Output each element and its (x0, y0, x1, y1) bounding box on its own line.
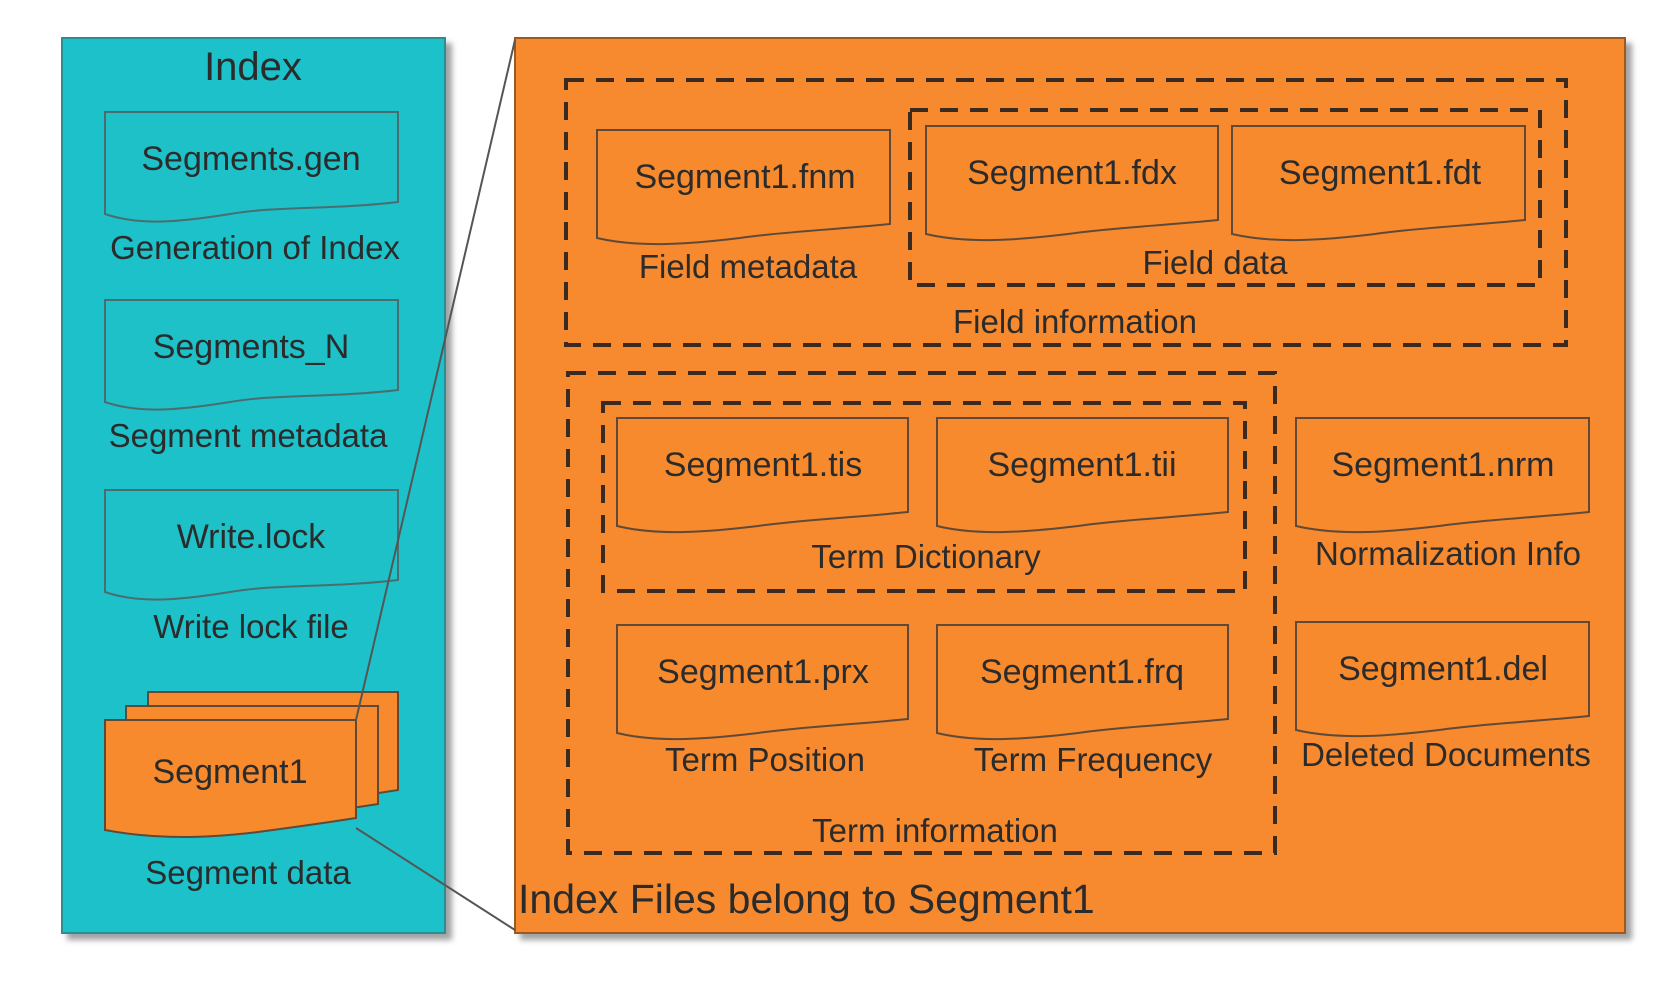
segment1-stack: Segment1 (104, 691, 399, 838)
term-information-label: Term information (812, 812, 1058, 849)
segment1-del-label: Segment1.del (1338, 650, 1548, 688)
segment1-frq-caption: Term Frequency (974, 741, 1213, 778)
segment-files-panel: Field information Field data Segment1.fn… (514, 37, 1626, 934)
segment1-prx-file: Segment1.prx (616, 624, 909, 741)
field-data-group (908, 108, 1542, 287)
segment1-frq-label: Segment1.frq (980, 653, 1184, 691)
segment1-fnm-label: Segment1.fnm (634, 158, 855, 196)
segment1-caption: Segment data (145, 854, 351, 891)
segment1-prx-caption: Term Position (665, 741, 865, 778)
segment1-tii-label: Segment1.tii (988, 446, 1177, 484)
segment1-fdx-label: Segment1.fdx (967, 154, 1177, 192)
segment1-tis-file: Segment1.tis (616, 417, 909, 534)
segment1-fdt-label: Segment1.fdt (1279, 154, 1482, 192)
write-lock-label: Write.lock (177, 518, 327, 556)
segment1-tis-label: Segment1.tis (664, 446, 862, 484)
index-title: Index (204, 45, 302, 89)
zoom-connector (355, 39, 516, 931)
segment1-nrm-file: Segment1.nrm (1295, 417, 1590, 534)
segment1-del-caption: Deleted Documents (1301, 736, 1591, 773)
segment1-frq-file: Segment1.frq (936, 624, 1229, 741)
index-panel: Index Segments.gen Generation of Index S… (61, 37, 446, 934)
write-lock-caption: Write lock file (153, 608, 349, 645)
segment1-label: Segment1 (153, 753, 308, 791)
segments-n-label: Segments_N (153, 328, 350, 366)
segment1-nrm-label: Segment1.nrm (1332, 446, 1555, 484)
segments-gen-label: Segments.gen (141, 140, 360, 178)
segments-n-caption: Segment metadata (109, 417, 388, 454)
segment-panel-footer: Index Files belong to Segment1 (518, 876, 1095, 922)
segment1-nrm-caption: Normalization Info (1315, 535, 1581, 572)
segment1-prx-label: Segment1.prx (657, 653, 869, 691)
segments-gen-caption: Generation of Index (110, 229, 400, 266)
segment1-fnm-file: Segment1.fnm (596, 129, 891, 246)
segments-n-file: Segments_N (104, 299, 399, 411)
segment1-fdt-file: Segment1.fdt (1231, 125, 1526, 242)
segment1-fnm-caption: Field metadata (639, 248, 858, 285)
term-dictionary-label: Term Dictionary (811, 538, 1041, 575)
segments-gen-file: Segments.gen (104, 111, 399, 223)
write-lock-file: Write.lock (104, 489, 399, 601)
field-data-label: Field data (1143, 244, 1289, 281)
segment1-tii-file: Segment1.tii (936, 417, 1229, 534)
field-information-label: Field information (953, 303, 1197, 340)
segment1-del-file: Segment1.del (1295, 621, 1590, 738)
term-information-group (566, 371, 1277, 855)
term-dictionary-group (601, 401, 1247, 593)
segment1-fdx-file: Segment1.fdx (925, 125, 1219, 242)
